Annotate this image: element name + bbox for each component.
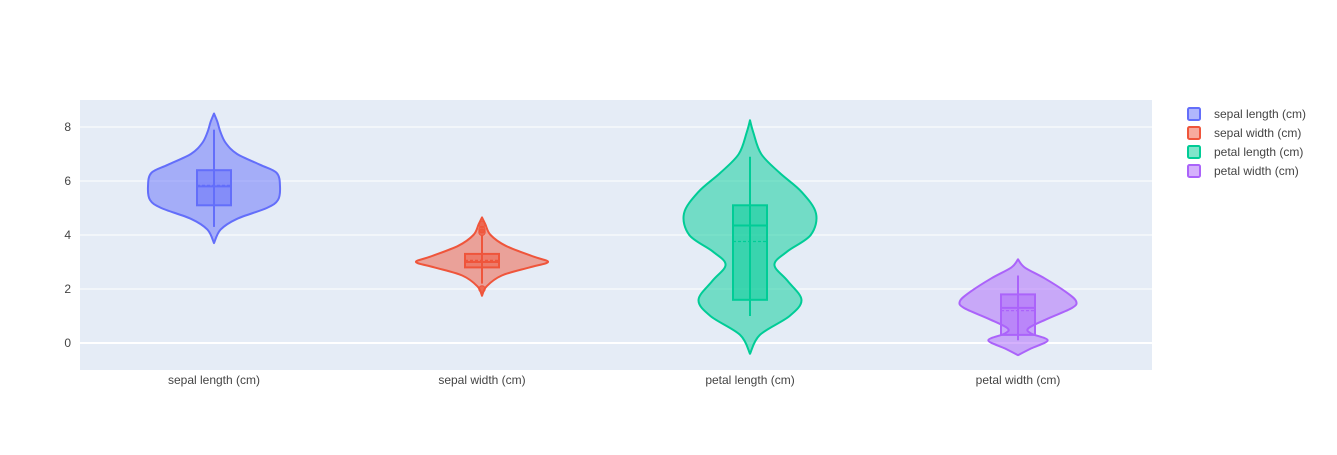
violin-4: [958, 258, 1078, 357]
violin-box: [196, 169, 232, 207]
violins: [146, 112, 1078, 357]
violin-2: [415, 216, 549, 297]
y-axis-ticks: 0 2 4 6 8: [64, 120, 71, 350]
x-tick-label: sepal length (cm): [168, 373, 260, 387]
legend-swatch: [1187, 145, 1201, 159]
legend-swatch: [1187, 126, 1201, 140]
violin-box: [732, 204, 768, 301]
legend-item[interactable]: petal length (cm): [1187, 145, 1303, 159]
x-tick-label: petal length (cm): [705, 373, 794, 387]
y-tick-label: 2: [64, 282, 71, 296]
y-tick-label: 0: [64, 336, 71, 350]
y-tick-label: 8: [64, 120, 71, 134]
legend-label: petal width (cm): [1214, 164, 1299, 178]
y-tick-label: 4: [64, 228, 71, 242]
legend-swatch: [1187, 164, 1201, 178]
x-tick-label: sepal width (cm): [438, 373, 525, 387]
legend-label: sepal length (cm): [1214, 107, 1306, 121]
violin-box: [1000, 293, 1036, 336]
violin-1: [146, 112, 282, 245]
x-axis-ticks: sepal length (cm) sepal width (cm) petal l…: [168, 373, 1060, 387]
legend-item[interactable]: sepal length (cm): [1187, 107, 1306, 121]
legend-swatch: [1187, 107, 1201, 121]
legend-label: sepal width (cm): [1214, 126, 1301, 140]
x-tick-label: petal width (cm): [976, 373, 1061, 387]
legend: sepal length (cm) sepal width (cm) petal l…: [1187, 107, 1306, 178]
violin-3: [682, 119, 818, 355]
legend-label: petal length (cm): [1214, 145, 1303, 159]
violin-outlier-point: [478, 285, 486, 293]
legend-item[interactable]: petal width (cm): [1187, 164, 1299, 178]
legend-item[interactable]: sepal width (cm): [1187, 126, 1301, 140]
y-tick-label: 6: [64, 174, 71, 188]
violin-outlier-point: [478, 220, 486, 228]
